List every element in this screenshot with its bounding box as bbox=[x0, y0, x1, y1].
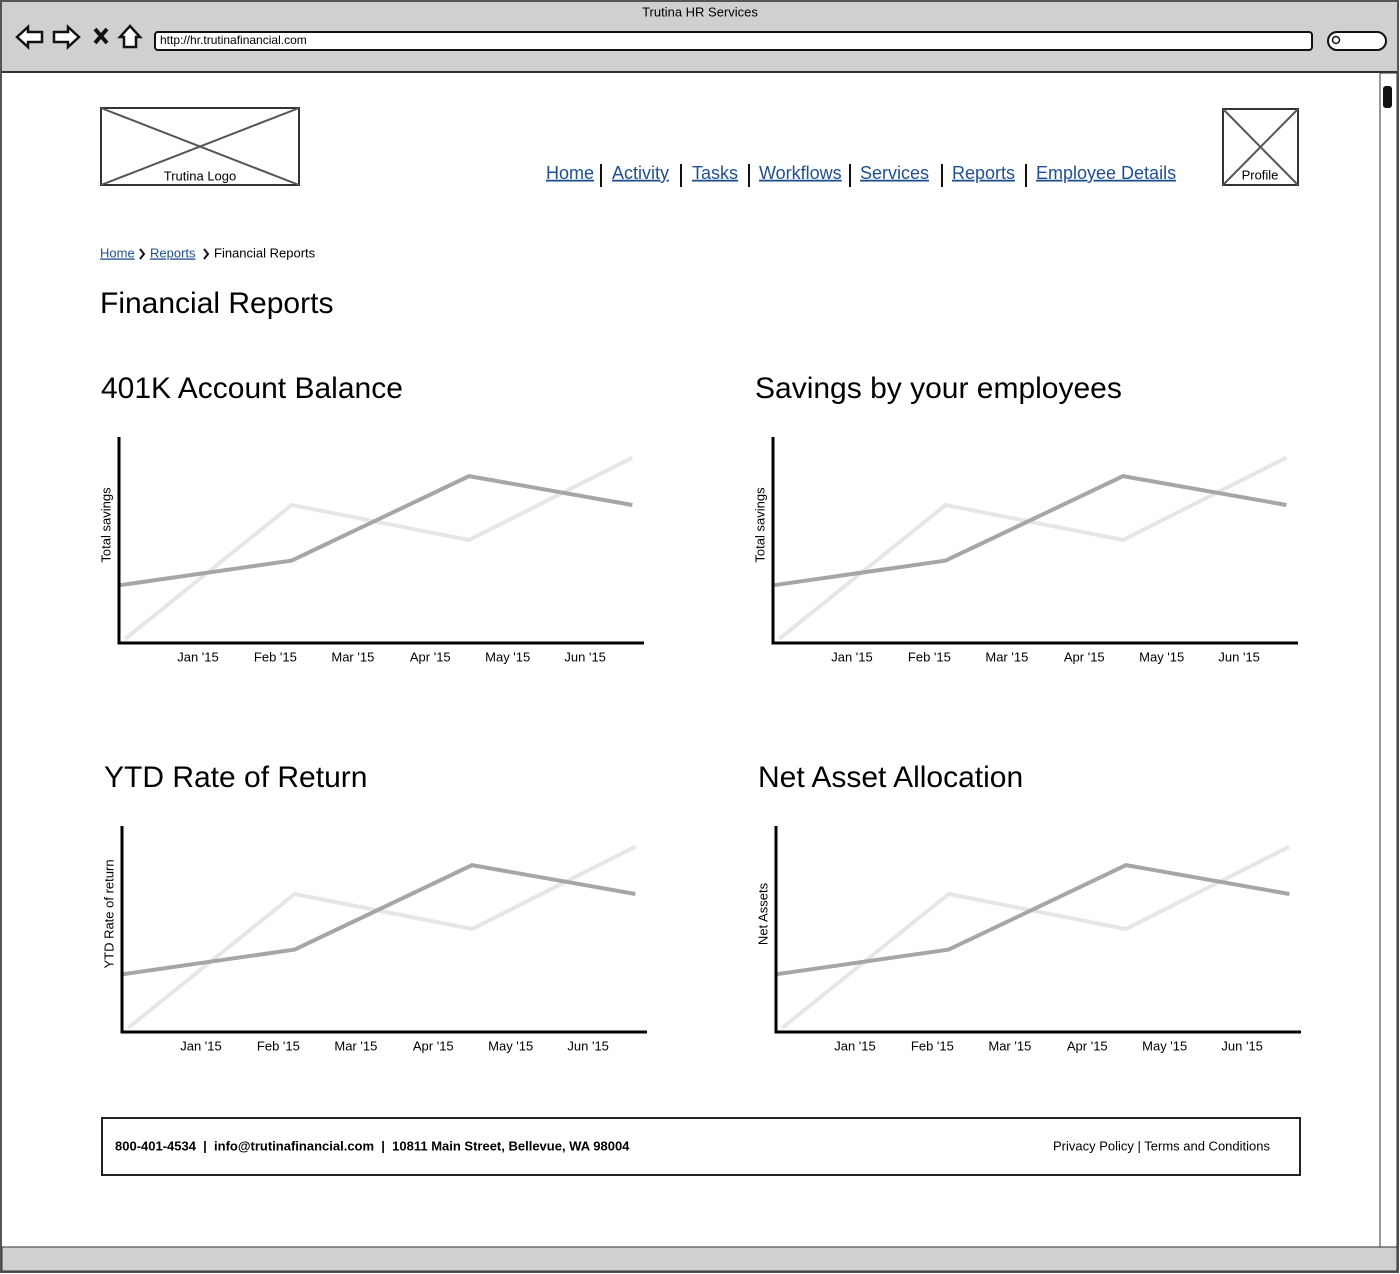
nav-link[interactable]: Employee Details bbox=[1036, 163, 1176, 183]
y-axis-label: Net Assets bbox=[755, 882, 770, 945]
profile-text: Profile bbox=[1242, 167, 1279, 182]
x-tick-label: Jan '15 bbox=[177, 649, 219, 664]
x-tick-label: Mar '15 bbox=[331, 649, 374, 664]
window-title: Trutina HR Services bbox=[642, 4, 758, 19]
breadcrumb-link[interactable]: Home bbox=[100, 245, 135, 260]
back-button[interactable] bbox=[15, 24, 44, 50]
x-tick-label: Apr '15 bbox=[410, 649, 451, 664]
x-tick-label: May '15 bbox=[488, 1038, 533, 1053]
page-title: Financial Reports bbox=[100, 287, 333, 320]
forward-button[interactable] bbox=[52, 24, 81, 50]
nav-link[interactable]: Workflows bbox=[759, 163, 842, 183]
x-tick-label: Apr '15 bbox=[413, 1038, 454, 1053]
nav-link[interactable]: Services bbox=[860, 163, 929, 183]
x-tick-label: Jan '15 bbox=[831, 649, 873, 664]
footer-contact: 800-401-4534 | info@trutinafinancial.com… bbox=[115, 1138, 630, 1153]
breadcrumb-current: Financial Reports bbox=[214, 245, 316, 260]
series-line bbox=[118, 474, 633, 588]
x-tick-label: May '15 bbox=[1142, 1038, 1187, 1053]
search-box[interactable] bbox=[1327, 31, 1387, 51]
x-tick-label: Jun '15 bbox=[1221, 1038, 1263, 1053]
search-icon bbox=[1331, 35, 1341, 45]
x-tick-label: Feb '15 bbox=[911, 1038, 954, 1053]
nav-link[interactable]: Activity bbox=[612, 163, 669, 183]
nav-link[interactable]: Tasks bbox=[692, 163, 738, 183]
breadcrumb-link[interactable]: Reports bbox=[150, 245, 196, 260]
logo-cross bbox=[100, 107, 300, 186]
series-line bbox=[121, 863, 636, 977]
logo-text: Trutina Logo bbox=[164, 168, 237, 183]
x-tick-label: Apr '15 bbox=[1067, 1038, 1108, 1053]
breadcrumb-chevron bbox=[203, 248, 210, 260]
x-tick-label: Mar '15 bbox=[985, 649, 1028, 664]
x-tick-label: Apr '15 bbox=[1064, 649, 1105, 664]
x-tick-label: Feb '15 bbox=[908, 649, 951, 664]
axis bbox=[771, 437, 1298, 645]
axis bbox=[774, 826, 1301, 1034]
profile-cross bbox=[1222, 108, 1299, 186]
y-axis-label: YTD Rate of return bbox=[101, 859, 116, 968]
axis bbox=[117, 437, 644, 645]
x-tick-label: Jun '15 bbox=[567, 1038, 609, 1053]
x-tick-label: Jan '15 bbox=[834, 1038, 876, 1053]
breadcrumb-chevron bbox=[139, 248, 146, 260]
stop-button[interactable] bbox=[93, 27, 109, 45]
home-button[interactable] bbox=[117, 24, 143, 49]
chart-title: 401K Account Balance bbox=[101, 372, 403, 405]
footer-box bbox=[101, 1117, 1301, 1176]
series-line bbox=[772, 474, 1287, 588]
url: http://hr.trutinafinancial.com bbox=[160, 33, 307, 47]
footer-links[interactable]: Privacy Policy | Terms and Conditions bbox=[1053, 1138, 1271, 1153]
nav-link[interactable]: Home bbox=[546, 163, 594, 183]
x-tick-label: Jun '15 bbox=[1218, 649, 1260, 664]
chart-title: YTD Rate of Return bbox=[104, 761, 367, 794]
scrollbar[interactable] bbox=[1379, 72, 1398, 1248]
axis bbox=[120, 826, 647, 1034]
address-bar[interactable] bbox=[154, 31, 1313, 51]
x-tick-label: Mar '15 bbox=[334, 1038, 377, 1053]
chart-title: Net Asset Allocation bbox=[758, 761, 1023, 794]
status-bar bbox=[1, 1246, 1398, 1272]
x-tick-label: Feb '15 bbox=[254, 649, 297, 664]
x-tick-label: Jun '15 bbox=[564, 649, 606, 664]
x-tick-label: Feb '15 bbox=[257, 1038, 300, 1053]
x-tick-label: Jan '15 bbox=[180, 1038, 222, 1053]
series-line bbox=[775, 863, 1290, 977]
x-tick-label: May '15 bbox=[485, 649, 530, 664]
x-tick-label: May '15 bbox=[1139, 649, 1184, 664]
scroll-thumb[interactable] bbox=[1383, 86, 1392, 108]
y-axis-label: Total savings bbox=[752, 487, 767, 563]
chart-title: Savings by your employees bbox=[755, 372, 1122, 405]
nav-link[interactable]: Reports bbox=[952, 163, 1015, 183]
x-tick-label: Mar '15 bbox=[988, 1038, 1031, 1053]
y-axis-label: Total savings bbox=[98, 487, 113, 563]
